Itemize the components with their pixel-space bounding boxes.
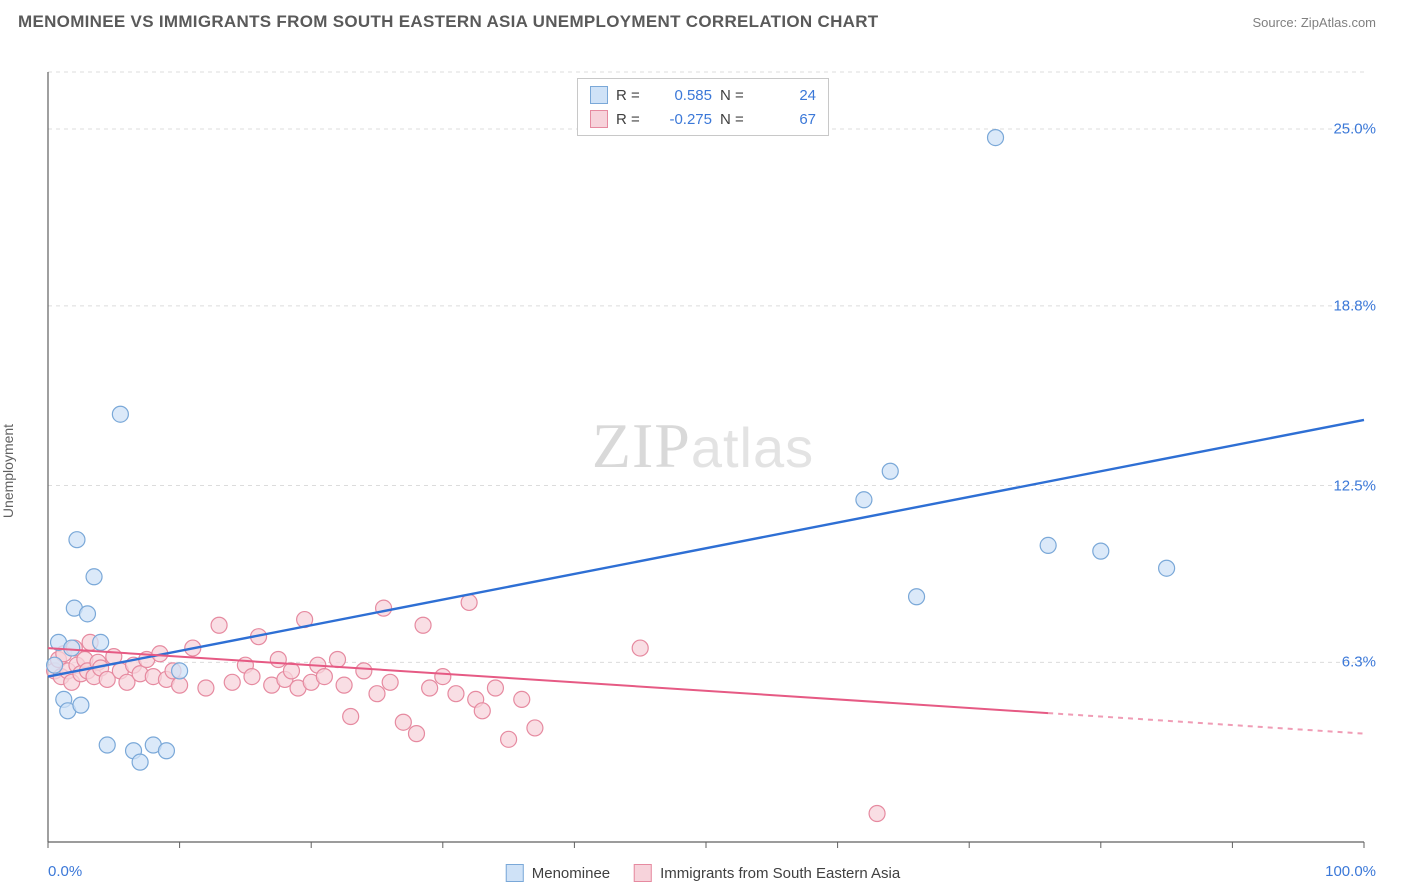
y-tick-label: 25.0% bbox=[1333, 121, 1376, 138]
legend-label-immigrants: Immigrants from South Eastern Asia bbox=[660, 865, 900, 882]
legend-item-menominee: Menominee bbox=[506, 864, 610, 882]
n-value-menominee: 24 bbox=[760, 87, 816, 104]
stats-legend: R = 0.585 N = 24 R = -0.275 N = 67 bbox=[577, 78, 829, 136]
r-label: R = bbox=[616, 87, 648, 104]
n-value-immigrants: 67 bbox=[760, 111, 816, 128]
source-attribution: Source: ZipAtlas.com bbox=[1252, 15, 1376, 30]
scatter-chart bbox=[0, 38, 1406, 888]
chart-title: MENOMINEE VS IMMIGRANTS FROM SOUTH EASTE… bbox=[18, 12, 879, 32]
n-label: N = bbox=[720, 87, 752, 104]
n-label: N = bbox=[720, 111, 752, 128]
x-axis-min: 0.0% bbox=[48, 863, 82, 880]
chart-container: Unemployment ZIPatlas R = 0.585 N = 24 R… bbox=[0, 38, 1406, 888]
swatch-menominee bbox=[506, 864, 524, 882]
series-legend: Menominee Immigrants from South Eastern … bbox=[506, 864, 901, 882]
stats-row-immigrants: R = -0.275 N = 67 bbox=[590, 107, 816, 131]
x-axis-max: 100.0% bbox=[1325, 863, 1376, 880]
legend-item-immigrants: Immigrants from South Eastern Asia bbox=[634, 864, 900, 882]
r-value-immigrants: -0.275 bbox=[656, 111, 712, 128]
r-label: R = bbox=[616, 111, 648, 128]
swatch-immigrants bbox=[634, 864, 652, 882]
legend-label-menominee: Menominee bbox=[532, 865, 610, 882]
swatch-immigrants bbox=[590, 110, 608, 128]
stats-row-menominee: R = 0.585 N = 24 bbox=[590, 83, 816, 107]
y-tick-label: 18.8% bbox=[1333, 297, 1376, 314]
swatch-menominee bbox=[590, 86, 608, 104]
y-tick-label: 12.5% bbox=[1333, 477, 1376, 494]
r-value-menominee: 0.585 bbox=[656, 87, 712, 104]
y-tick-label: 6.3% bbox=[1342, 654, 1376, 671]
